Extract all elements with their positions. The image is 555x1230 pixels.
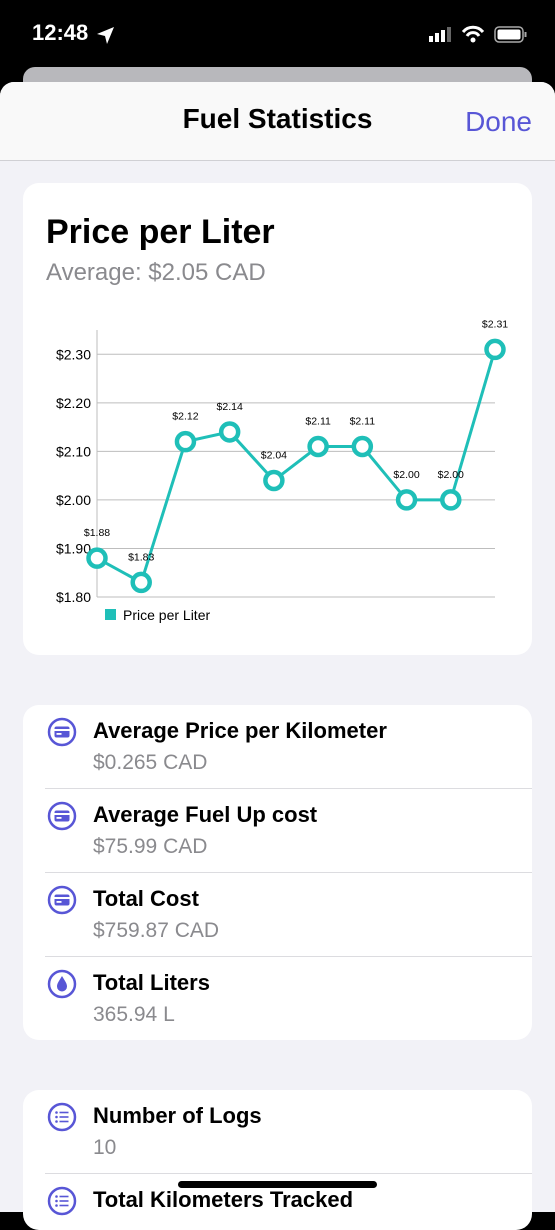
row-icon [47, 801, 77, 831]
point [351, 435, 374, 458]
stat-value: 10 [93, 1136, 117, 1159]
home-indicator [178, 1181, 377, 1188]
stat-row: Total Liters 365.94 L [23, 957, 532, 1040]
data-label: $2.11 [305, 416, 331, 428]
row-icon [47, 717, 77, 747]
nav-bar [0, 82, 555, 161]
data-label: $1.88 [84, 527, 110, 539]
y-tick-label: $1.90 [56, 540, 91, 556]
card-title: Price per Liter [46, 213, 275, 251]
status-time: 12:48 [32, 20, 89, 45]
point [174, 430, 197, 453]
nav-title: Fuel Statistics [182, 103, 373, 134]
separator [45, 956, 532, 957]
stats-card: Average Price per Kilometer $0.265 CAD Ave… [23, 705, 532, 1040]
stat-value: $759.87 CAD [93, 919, 220, 942]
done-button[interactable]: Done [465, 106, 532, 137]
data-label: $2.04 [261, 449, 287, 461]
stat-value: 365.94 L [93, 1003, 175, 1026]
row-icon [47, 1186, 77, 1216]
stat-label: Average Price per Kilometer [93, 718, 387, 743]
data-label: $2.31 [482, 318, 508, 330]
y-tick-label: $2.00 [56, 492, 91, 508]
point [440, 489, 462, 511]
status-icons [429, 25, 527, 43]
stat-row: Number of Logs 10 [23, 1090, 532, 1174]
stats-card: Number of Logs 10 Total Kilometers Tracked [23, 1090, 532, 1230]
separator [45, 788, 532, 789]
point [86, 547, 108, 569]
line [96, 348, 497, 585]
location-icon [97, 27, 114, 44]
stat-label: Average Fuel Up cost [93, 802, 318, 827]
point [395, 489, 418, 511]
row-icon [47, 969, 77, 999]
stat-label: Number of Logs [93, 1103, 262, 1128]
data-label: $2.11 [350, 416, 376, 428]
separator [45, 872, 532, 873]
stat-label: Total Liters [93, 970, 210, 995]
stat-row: Average Price per Kilometer $0.265 CAD [23, 705, 532, 789]
point [484, 338, 506, 361]
legend-swatch [105, 609, 116, 620]
card-subtitle: Average: $2.05 CAD [46, 259, 266, 286]
y-tick-label: $2.30 [56, 346, 91, 362]
data-label: $2.12 [172, 411, 198, 423]
row-icon [47, 1102, 77, 1132]
row-icon [47, 885, 77, 915]
data-label: $2.00 [393, 469, 419, 481]
y-tick-label: $2.10 [56, 443, 91, 459]
legend-label: Price per Liter [123, 607, 210, 623]
stat-value: $75.99 CAD [93, 835, 208, 858]
stat-label: Total Cost [93, 886, 199, 911]
data-label: $2.00 [438, 469, 464, 481]
chart-card: Price per Liter Average: $2.05 CAD [23, 183, 532, 655]
data-label: $2.14 [217, 401, 243, 413]
stat-row: Average Fuel Up cost $75.99 CAD [23, 789, 532, 873]
y-tick-label: $1.80 [56, 589, 91, 605]
point [307, 435, 329, 458]
point [130, 571, 152, 594]
stat-label: Total Kilometers Tracked [93, 1187, 354, 1212]
screen: 12:48 Fuel Statistics Done Price per Lit… [0, 20, 555, 1230]
chart: $1.80 $1.90 $2.00 $2.10 $2.20 $2.30 $1.88 $1.83… [56, 318, 508, 623]
point [218, 421, 241, 443]
point [263, 469, 285, 492]
separator [45, 1173, 532, 1174]
stat-row: Total Cost $759.87 CAD [23, 873, 532, 957]
y-tick-label: $2.20 [56, 395, 91, 411]
data-label: $1.83 [128, 551, 154, 563]
stat-value: $0.265 CAD [93, 751, 208, 774]
